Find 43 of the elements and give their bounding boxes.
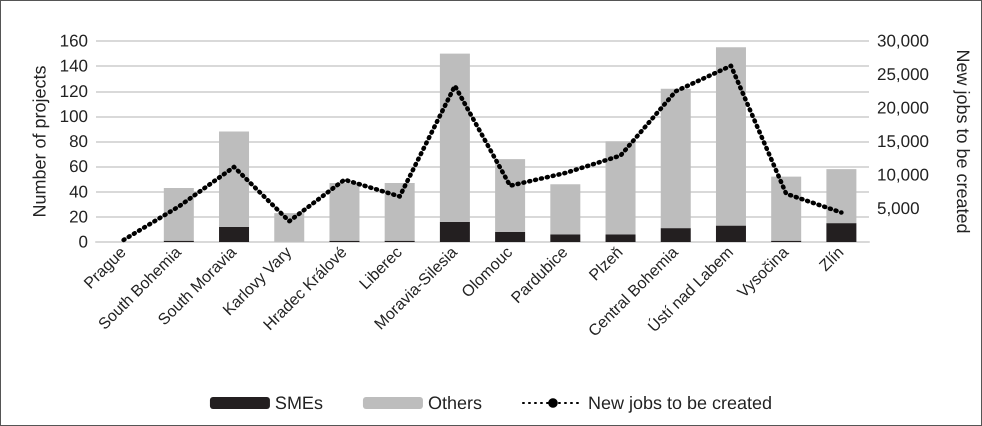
bar [660, 88, 691, 228]
y-tick-label: 100 [60, 106, 88, 126]
bar [440, 54, 470, 222]
y-tick-label: 140 [60, 56, 88, 76]
bar [384, 182, 415, 241]
x-tick-label: Zlín [816, 244, 848, 275]
bar [495, 232, 526, 242]
line-series [121, 64, 844, 242]
y-tick-label: 120 [60, 82, 88, 101]
y2-tick-label: 5,000 [877, 199, 920, 218]
bar [164, 188, 194, 241]
bar [716, 47, 746, 226]
y2-tick-label: 10,000 [877, 166, 929, 184]
bar [660, 228, 691, 242]
y-tick-label: 0 [78, 232, 88, 252]
y-tick-label: 60 [69, 157, 88, 176]
y2-tick-label: 20,000 [877, 98, 929, 118]
y2-tick-label: 15,000 [877, 132, 929, 151]
bar [716, 226, 746, 242]
y2-axis-title: New jobs to be created [953, 49, 973, 234]
bar [329, 182, 360, 241]
bar [606, 234, 636, 242]
bar [550, 184, 580, 234]
y-tick-label: 80 [69, 132, 88, 151]
bar [826, 223, 856, 242]
bar [219, 226, 250, 242]
legend-label: SMEs [274, 393, 323, 413]
bar [771, 176, 802, 241]
y2-tick-label: 25,000 [877, 65, 929, 84]
bar [440, 222, 470, 242]
bar [219, 131, 250, 227]
bar [826, 169, 856, 224]
y-tick-label: 160 [60, 32, 88, 50]
y-axis-title: Number of projects [30, 65, 50, 218]
bar [495, 159, 526, 232]
y-tick-label: 40 [69, 182, 88, 202]
legend-label: New jobs to be created [588, 393, 772, 413]
bar [274, 213, 304, 242]
y2-tick-label: 30,000 [877, 32, 929, 50]
y-tick-label: 20 [69, 207, 88, 226]
bar [550, 234, 580, 242]
bar [606, 142, 636, 234]
legend-label: Others [428, 393, 482, 413]
